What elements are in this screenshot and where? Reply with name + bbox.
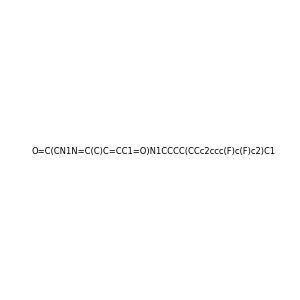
Text: O=C(CN1N=C(C)C=CC1=O)N1CCCC(CCc2ccc(F)c(F)c2)C1: O=C(CN1N=C(C)C=CC1=O)N1CCCC(CCc2ccc(F)c(… <box>32 147 276 156</box>
